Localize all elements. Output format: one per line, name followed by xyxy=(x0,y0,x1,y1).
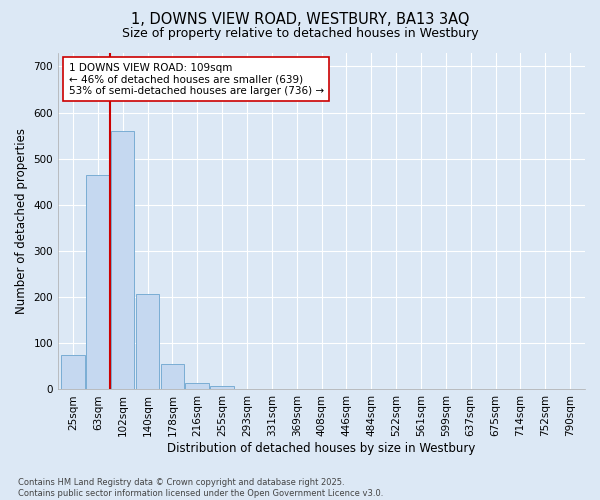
X-axis label: Distribution of detached houses by size in Westbury: Distribution of detached houses by size … xyxy=(167,442,476,455)
Bar xyxy=(210,386,234,390)
Bar xyxy=(136,294,160,390)
Bar xyxy=(161,364,184,390)
Bar xyxy=(86,175,110,390)
Text: 1 DOWNS VIEW ROAD: 109sqm
← 46% of detached houses are smaller (639)
53% of semi: 1 DOWNS VIEW ROAD: 109sqm ← 46% of detac… xyxy=(68,62,324,96)
Text: 1, DOWNS VIEW ROAD, WESTBURY, BA13 3AQ: 1, DOWNS VIEW ROAD, WESTBURY, BA13 3AQ xyxy=(131,12,469,28)
Bar xyxy=(61,355,85,390)
Text: Contains HM Land Registry data © Crown copyright and database right 2025.
Contai: Contains HM Land Registry data © Crown c… xyxy=(18,478,383,498)
Y-axis label: Number of detached properties: Number of detached properties xyxy=(15,128,28,314)
Bar xyxy=(185,382,209,390)
Bar xyxy=(111,131,134,390)
Text: Size of property relative to detached houses in Westbury: Size of property relative to detached ho… xyxy=(122,28,478,40)
